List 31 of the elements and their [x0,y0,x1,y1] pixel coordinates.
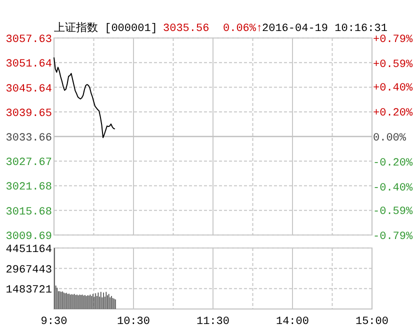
y2-tick-label: -0.79% [373,231,414,243]
y2-tick-label: +0.79% [373,34,414,46]
y2-tick-label: -0.40% [373,182,414,194]
y-tick-label: 4451164 [6,244,52,256]
y-tick-label: 3045.64 [6,83,52,96]
text: 2016-04-19 10:16:31 [262,23,388,35]
y-tick-label: 3051.64 [6,58,52,71]
x-tick-label: 11:30 [196,316,230,328]
x-tick-label: 15:00 [355,316,389,328]
x-tick-label: 14:00 [276,316,310,328]
y2-tick-label: 0.00% [373,132,406,144]
y-tick-label: 3027.67 [6,157,52,170]
y-tick-label: 3033.66 [6,132,52,144]
y2-tick-label: -0.59% [373,206,414,218]
chart-title: 上证指数 [000001] [54,21,158,35]
y-tick-label: 3039.65 [6,108,52,120]
y-tick-label: 3009.69 [6,231,52,243]
y2-tick-label: +0.59% [373,58,414,71]
y-tick-label: 3057.63 [6,34,52,46]
y2-tick-label: +0.20% [373,108,414,120]
y2-tick-label: -0.20% [373,157,414,170]
x-tick-label: 9:30 [40,316,68,328]
y-tick-label: 3021.68 [6,182,52,194]
y-tick-label: 1483721 [6,284,52,297]
y2-tick-label: +0.40% [373,82,414,95]
text: 0.06%↑ [223,23,263,35]
y-tick-label: 2967443 [6,264,52,276]
x-tick-label: 10:30 [116,316,150,328]
text: 3035.56 [163,23,210,35]
y-tick-label: 3015.68 [6,206,52,218]
line-series [54,56,116,138]
